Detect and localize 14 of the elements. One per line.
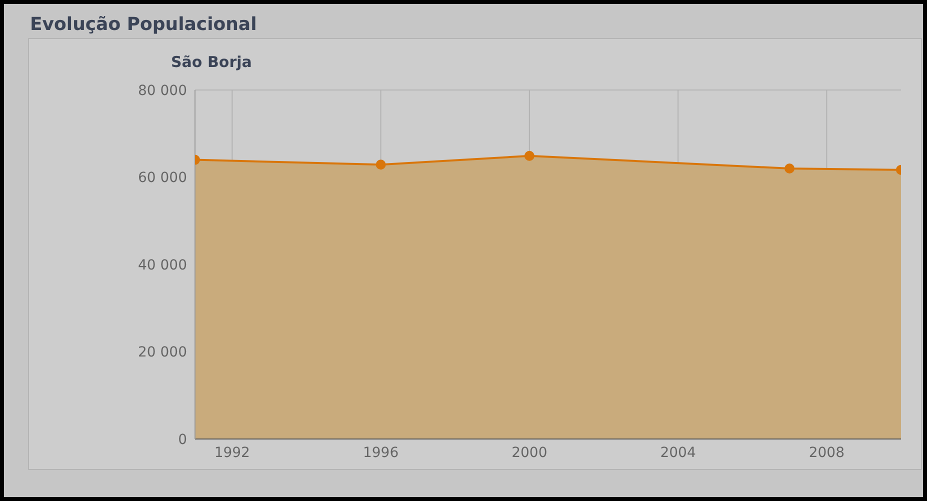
y-tick-label: 0	[178, 432, 187, 448]
x-tick-label: 1992	[214, 444, 250, 461]
y-tick-label: 80 000	[138, 82, 187, 99]
x-tick-label: 2008	[808, 444, 845, 461]
chart-title: Evolução Populacional	[30, 14, 257, 35]
y-tick-label: 40 000	[138, 257, 187, 274]
point	[376, 160, 386, 170]
x-tick-label: 2000	[512, 444, 548, 461]
y-tick-label: 60 000	[138, 170, 187, 186]
chart-subtitle: São Borja	[171, 53, 252, 71]
y-tick-label: 20 000	[138, 344, 187, 361]
point	[524, 150, 534, 161]
x-tick-label: 2004	[660, 444, 696, 461]
x-tick-label: 1996	[362, 444, 399, 461]
